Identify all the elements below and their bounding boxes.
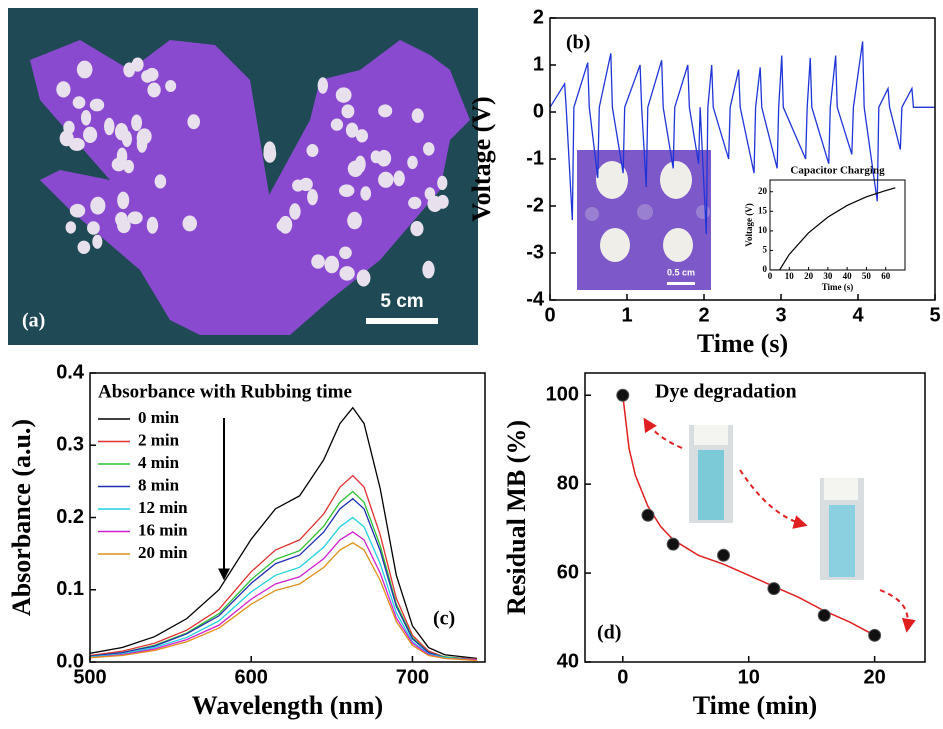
y-tick-label: 1: [533, 53, 544, 75]
y-tick-label: 0.0: [56, 650, 84, 672]
x-tick-label: 20: [804, 271, 814, 281]
y-tick-label: 0.3: [56, 434, 84, 456]
legend-label: 0 min: [138, 408, 180, 427]
y-tick-label: -4: [526, 288, 545, 310]
y-tick-label: 100: [546, 384, 579, 406]
y-tick-label: 0: [533, 100, 544, 122]
y-tick-label: 15: [758, 205, 768, 215]
y-tick-label: 0: [763, 264, 768, 274]
figure: (a) 5 cm 0.5 cm 0 1 2 3 4 5 -4 -3 -2 -1 0 1 2 Time (s…: [0, 0, 943, 729]
y-tick-label: -2: [526, 194, 544, 216]
panel-label: (b): [566, 32, 590, 54]
y-axis-title: Voltage (V): [467, 96, 496, 221]
x-tick-label: 30: [823, 271, 833, 281]
y-tick-label: 80: [557, 472, 579, 494]
data-point: [869, 629, 881, 641]
annotation: Dye degradation: [655, 381, 797, 403]
x-axis-title: Time (s): [697, 329, 788, 358]
x-tick-label: 40: [843, 271, 853, 281]
data-point: [768, 583, 780, 595]
y-tick-label: 10: [758, 225, 768, 235]
data-point: [667, 538, 679, 550]
x-axis-title: Time (min): [693, 691, 817, 720]
x-tick-label: 10: [785, 271, 795, 281]
y-tick-label: 5: [763, 244, 768, 254]
legend-label: 16 min: [138, 520, 188, 539]
y-axis-title: Absorbance (a.u.): [7, 419, 36, 616]
y-tick-label: 2: [533, 6, 544, 28]
x-tick-label: 5: [929, 304, 940, 326]
x-tick-label: 3: [775, 304, 786, 326]
x-tick-label: 700: [396, 666, 429, 688]
plot-frame: [585, 373, 925, 662]
y-tick-label: 60: [557, 561, 579, 583]
y-tick-label: 0.1: [56, 578, 84, 600]
y-tick-label: 20: [758, 186, 768, 196]
x-tick-label: 0: [544, 304, 555, 326]
photo-panel: (a) 5 cm: [8, 8, 478, 345]
cuvettes: [645, 420, 908, 630]
x-tick-label: 600: [235, 666, 268, 688]
x-tick-label: 20: [864, 666, 886, 688]
panel-label: (c): [433, 608, 455, 630]
x-tick-label: 60: [881, 271, 891, 281]
x-tick-label: 50: [862, 271, 872, 281]
y-axis-title: Voltage (V): [744, 203, 754, 246]
legend-label: 20 min: [138, 543, 188, 562]
panel-label: (a): [22, 310, 45, 332]
y-tick-label: -1: [526, 147, 544, 169]
x-tick-label: 4: [852, 304, 864, 326]
scale-bar-label: 5 cm: [380, 291, 423, 312]
legend-label: 8 min: [138, 475, 180, 494]
annotation: Absorbance with Rubbing time: [98, 381, 352, 402]
data-point: [617, 389, 629, 401]
legend-label: 2 min: [138, 430, 180, 449]
legend-label: 12 min: [138, 498, 188, 517]
y-tick-label: 0.2: [56, 506, 84, 528]
x-tick-label: 0: [768, 271, 773, 281]
chart-panel: 0 1 2 3 4 5 -4 -3 -2 -1 0 1 2 Time (s) Voltage (V) (b): [467, 6, 941, 358]
x-axis-title: Wavelength (nm): [192, 691, 383, 720]
x-tick-label: 10: [738, 666, 760, 688]
x-tick-label: 0: [617, 666, 628, 688]
data-point: [818, 609, 830, 621]
chart-panel: 0 10 20 30 40 50 60 0 5 10 15 20 Time (s) Voltage (V)…: [744, 165, 905, 293]
y-tick-label: 0.4: [56, 361, 85, 383]
y-tick-label: 40: [557, 650, 579, 672]
x-tick-label: 2: [698, 304, 709, 326]
plot-frame: [770, 180, 905, 270]
x-tick-label: 1: [621, 304, 632, 326]
y-tick-label: -3: [526, 241, 544, 263]
inset-scale-label: 0.5 cm: [667, 267, 695, 277]
legend-label: 4 min: [138, 453, 180, 472]
inset-title: Capacitor Charging: [790, 165, 885, 177]
y-axis-title: Residual MB (%): [502, 420, 531, 615]
data-point: [718, 549, 730, 561]
x-axis-title: Time (s): [822, 282, 854, 292]
data-point: [642, 509, 654, 521]
panel-label: (d): [597, 622, 621, 644]
